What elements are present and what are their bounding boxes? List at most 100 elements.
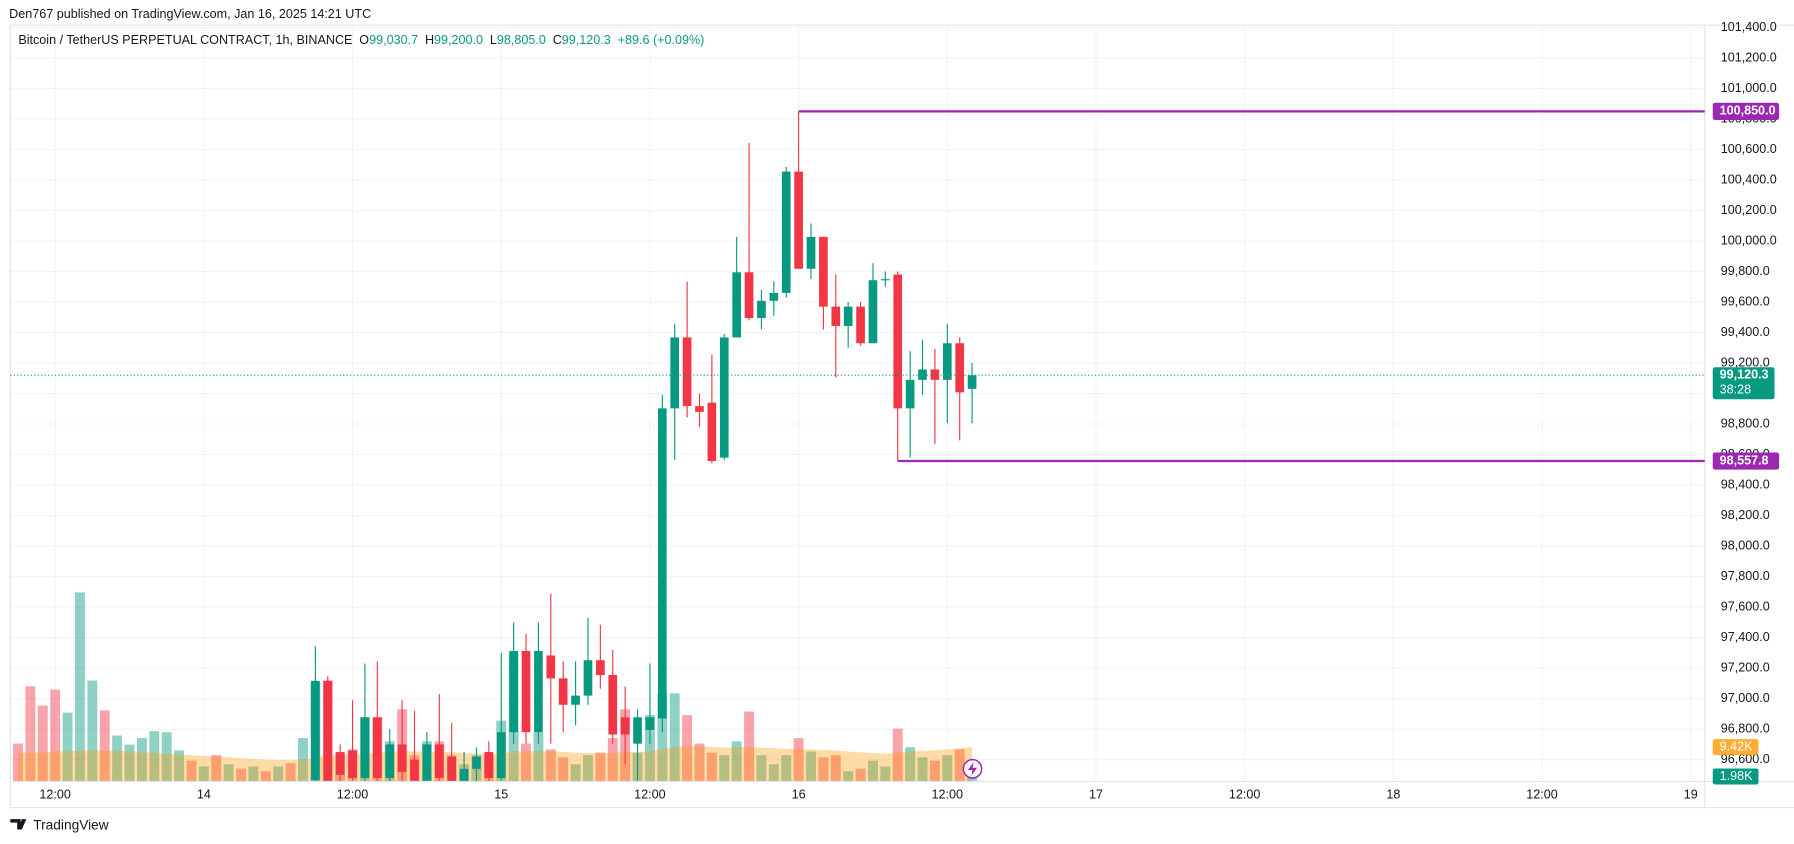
volume-ma-label: 9.42K	[1720, 739, 1753, 753]
grid	[10, 26, 1705, 782]
volume-bar	[558, 757, 569, 782]
volume-bar	[607, 738, 618, 782]
x-tick-label: 17	[1089, 787, 1103, 801]
symbol-legend[interactable]: Bitcoin / TetherUS PERPETUAL CONTRACT, 1…	[18, 34, 704, 48]
overlays: 99,120.338:28 100,850.0 98,557.8 9.42K 1.98K	[10, 102, 1780, 785]
candle-body	[670, 337, 680, 409]
volume-ma-chip	[1712, 739, 1759, 756]
candle-body	[608, 675, 618, 735]
y-tick-label: 98,200.0	[1721, 508, 1770, 522]
x-tick-label: 12:00	[1229, 787, 1260, 801]
level-label: 100,850.0	[1720, 104, 1776, 118]
candle-body	[757, 300, 766, 319]
candle-body	[719, 337, 729, 458]
candle-body	[397, 744, 407, 772]
x-tick-label: 12:00	[39, 787, 70, 801]
y-tick-label: 98,400.0	[1721, 477, 1770, 491]
candle-body	[657, 408, 667, 719]
ohlc-value: 98,805.0	[497, 34, 546, 48]
candle-body	[410, 759, 419, 782]
y-tick-label: 96,600.0	[1721, 752, 1770, 766]
ohlc-value: 99,200.0	[434, 34, 483, 48]
y-tick-label: 101,000.0	[1721, 81, 1777, 95]
volume-bar	[570, 764, 581, 782]
y-tick-label: 99,600.0	[1721, 294, 1770, 308]
candle-body	[744, 272, 754, 319]
candle-body	[819, 236, 828, 307]
y-tick-label: 100,000.0	[1721, 233, 1777, 247]
volume-bar	[533, 732, 544, 782]
candle-body	[806, 236, 816, 269]
y-tick-label: 97,400.0	[1721, 630, 1770, 644]
tradingview-logo[interactable]: TradingView	[10, 818, 109, 833]
candle-body	[843, 306, 853, 326]
volume-ma-area	[18, 746, 973, 782]
y-tick-label: 100,400.0	[1721, 172, 1777, 186]
candle-body	[918, 369, 927, 380]
candle-body	[459, 768, 469, 782]
volume-bar	[657, 693, 668, 782]
volume-bar	[25, 686, 36, 782]
volume-bar	[273, 766, 284, 782]
footer-brand[interactable]: TradingView	[33, 818, 109, 833]
candle-body	[732, 272, 741, 338]
y-tick-label: 99,800.0	[1721, 264, 1770, 278]
candle-body	[583, 660, 593, 696]
ohlc-value: 99,030.7	[369, 34, 418, 48]
countdown-label: 38:28	[1720, 382, 1751, 396]
ohlc-key: L	[490, 34, 497, 48]
candle-body	[831, 306, 841, 326]
volume-bar	[929, 760, 940, 782]
candle-body	[434, 744, 444, 778]
candle-body	[645, 717, 655, 730]
volume-bar	[37, 705, 48, 782]
volume-label: 1.98K	[1720, 769, 1753, 783]
level-label: 98,557.8	[1720, 453, 1769, 467]
volume-bar	[198, 766, 209, 782]
volume-bar	[583, 755, 593, 782]
candle-body	[781, 171, 791, 293]
candle-body	[596, 660, 605, 676]
volume-bar	[75, 592, 85, 782]
volume-bar	[13, 743, 23, 782]
y-tick-label: 97,600.0	[1721, 599, 1770, 613]
volume-bar	[644, 715, 655, 782]
candle-body	[881, 279, 890, 281]
volume-bar	[818, 757, 829, 782]
candle-body	[360, 717, 370, 778]
volume-bar	[706, 752, 717, 782]
candle-body	[967, 375, 977, 389]
candle-body	[546, 655, 556, 679]
volume-bar	[917, 757, 928, 782]
volume-bar	[236, 768, 246, 782]
volume-bar	[124, 744, 135, 782]
replay-icon[interactable]	[962, 758, 983, 779]
volume-bar	[521, 743, 531, 782]
symbol-name: Bitcoin / TetherUS PERPETUAL CONTRACT, 1…	[18, 34, 352, 48]
candle-body	[695, 406, 704, 412]
volume-bar	[285, 763, 296, 782]
volume-bar	[756, 755, 767, 782]
volume-bar	[793, 738, 804, 782]
candle-body	[385, 744, 395, 778]
candle-body	[447, 756, 457, 782]
volume-bar	[112, 735, 123, 782]
volume-bar	[595, 752, 606, 782]
y-tick-label: 99,200.0	[1721, 355, 1770, 369]
volume-bar	[830, 755, 841, 782]
x-tick-label: 14	[197, 787, 211, 801]
volume-bar	[545, 749, 556, 782]
candle-body	[633, 717, 642, 744]
candle-body	[348, 750, 357, 778]
candle-body	[905, 379, 915, 409]
volume-bar	[806, 751, 816, 782]
x-tick-label: 12:00	[932, 787, 963, 801]
y-tick-label: 97,800.0	[1721, 569, 1770, 583]
volume-bar	[954, 749, 965, 782]
candle-body	[620, 717, 630, 735]
y-tick-label: 98,800.0	[1721, 416, 1770, 430]
last-price-label: 99,120.3	[1720, 368, 1769, 382]
